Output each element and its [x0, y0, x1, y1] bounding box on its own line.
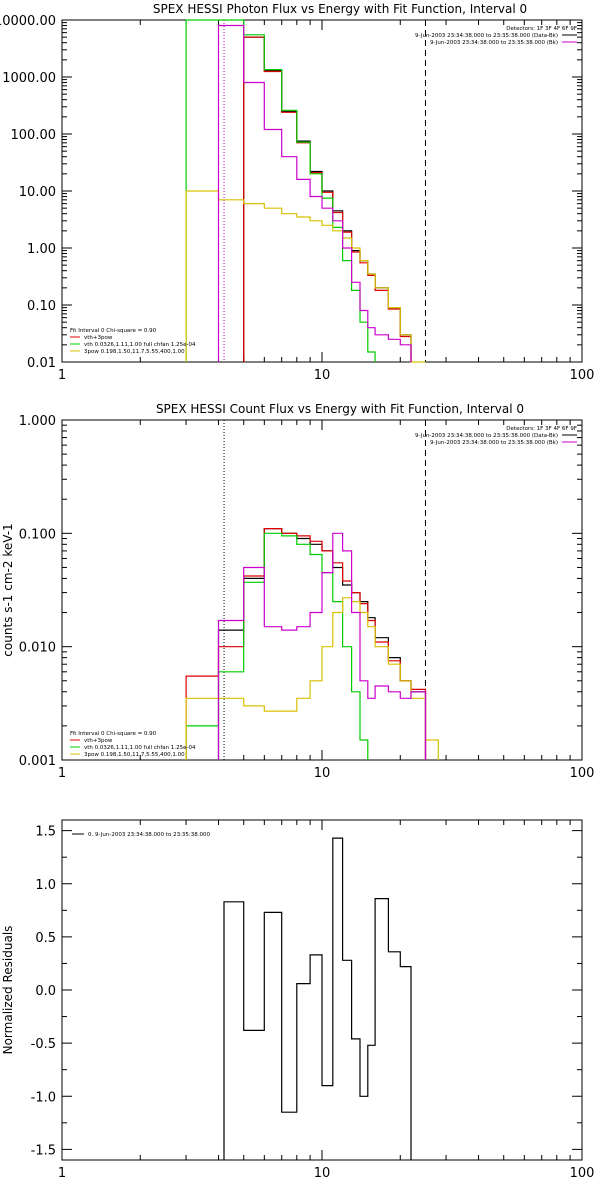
- annotation-layer: Detectors: 1F 3F 4F 6F 9F 9-Jun-2003 23:…: [70, 426, 577, 758]
- series-vth: [185, 532, 369, 760]
- axes: 1 10 100 -1.5 -1.0 -0.5 0.0 0.5 1.0 1.5: [31, 819, 595, 1181]
- y-tick-label: 0.10: [27, 299, 56, 314]
- x-tick-label: 1: [58, 766, 66, 781]
- fit-info-total: vth+3pow: [84, 335, 113, 341]
- series-3pow: [185, 597, 439, 760]
- y-tick-label: -0.5: [31, 1037, 56, 1052]
- detectors-label: Detectors: 1F 3F 4F 6F 9F: [506, 26, 577, 32]
- legend-bk-label: 9-Jun-2003 23:34:38.000 to 23:35:38.000 …: [430, 440, 558, 446]
- y-tick-label: 0.01: [27, 356, 56, 371]
- detectors-label: Detectors: 1F 3F 4F 6F 9F: [506, 426, 577, 432]
- annotation-layer: Detectors: 1F 3F 4F 6F 9F 9-Jun-2003 23:…: [70, 26, 577, 355]
- legend-data-bk-label: 9-Jun-2003 23:34:38.000 to 23:35:38.000 …: [415, 33, 558, 39]
- legend-bk-label: 9-Jun-2003 23:34:38.000 to 23:35:38.000 …: [430, 40, 558, 46]
- series-magenta: [217, 24, 412, 362]
- fit-info-3pow: 3pow 0.198,1.50,11.7,5.55,400,1.00: [84, 349, 185, 355]
- annotation-layer: 0. 9-Jun-2003 23:34:38.000 to 23:35:38.0…: [72, 832, 211, 838]
- y-tick-label: 1000.00: [2, 71, 56, 86]
- y-axis-label: Normalized Residuals: [1, 926, 15, 1055]
- y-tick-label: 1.00: [27, 242, 56, 257]
- x-tick-label: 10: [314, 1166, 331, 1181]
- series-3pow: [185, 190, 426, 363]
- series-vth-3pow: [185, 528, 427, 760]
- y-tick-label: 0.001: [19, 754, 56, 769]
- y-tick-label: 10.00: [19, 185, 56, 200]
- fit-info-vth: vth 0.0326,1.11,1.00 full chfan 1.25e-04: [84, 745, 196, 751]
- y-axis-label: counts s-1 cm-2 keV-1: [1, 523, 15, 656]
- fit-info-total: vth+3pow: [84, 738, 113, 744]
- series-layer: [185, 420, 439, 760]
- series-vth: [185, 19, 376, 362]
- y-tick-label: -1.0: [31, 1090, 56, 1105]
- fit-info-chi: Fit Interval 0 Chi-square = 0.90: [70, 328, 157, 334]
- series-vth-3pow: [243, 36, 412, 362]
- y-tick-label: 1.0: [35, 878, 56, 893]
- fit-info-3pow: 3pow 0.198,1.50,11.7,5.55,400,1.00: [84, 752, 185, 758]
- series-data: [243, 36, 412, 362]
- series-0-9-jun-2003-23-34-38-000-to-23-35-38-000: [223, 837, 412, 1160]
- y-tick-label: 0.100: [19, 527, 56, 542]
- axes: 1 10 100 0.001 0.010 0.100 1.000: [19, 414, 595, 781]
- y-tick-label: 0.0: [35, 984, 56, 999]
- panel-title: SPEX HESSI Count Flux vs Energy with Fit…: [156, 402, 524, 416]
- y-tick-label: 10000.00: [0, 14, 56, 29]
- fit-info-vth: vth 0.0326,1.11,1.00 full chfan 1.25e-04: [84, 342, 196, 348]
- series-magenta: [217, 532, 427, 760]
- y-tick-label: 0.010: [19, 641, 56, 656]
- x-tick-label: 10: [314, 766, 331, 781]
- y-tick-label: 0.5: [35, 931, 56, 946]
- y-tick-label: -1.5: [31, 1143, 56, 1158]
- axes: 1 10 100 0.01 0.10 1.00 10.00 100.00 1000.00 1000…: [0, 14, 594, 383]
- x-tick-label: 10: [314, 368, 331, 383]
- panel-title: SPEX HESSI Photon Flux vs Energy with Fi…: [153, 2, 527, 16]
- panel-photon-flux: SPEX HESSI Photon Flux vs Energy with Fi…: [0, 2, 594, 383]
- x-tick-label: 100: [570, 1166, 595, 1181]
- y-tick-label: 100.00: [11, 128, 57, 143]
- legend-data-bk-label: 9-Jun-2003 23:34:38.000 to 23:35:38.000 …: [415, 433, 558, 439]
- x-tick-label: 1: [58, 1166, 66, 1181]
- x-tick-label: 1: [58, 368, 66, 383]
- x-tick-label: 100: [570, 368, 595, 383]
- panel-count-flux: SPEX HESSI Count Flux vs Energy with Fit…: [1, 402, 594, 781]
- x-tick-label: 100: [570, 766, 595, 781]
- series-layer: [185, 19, 426, 363]
- legend-label: 0. 9-Jun-2003 23:34:38.000 to 23:35:38.0…: [88, 832, 211, 838]
- y-tick-label: 1.5: [35, 825, 56, 840]
- y-tick-label: 1.000: [19, 414, 56, 429]
- fit-info-chi: Fit Interval 0 Chi-square = 0.90: [70, 731, 157, 737]
- series-layer: [223, 837, 412, 1160]
- panel-residuals: Normalized Residuals 1 10 100 -1.5 -1.0 -0.5 0…: [1, 819, 595, 1181]
